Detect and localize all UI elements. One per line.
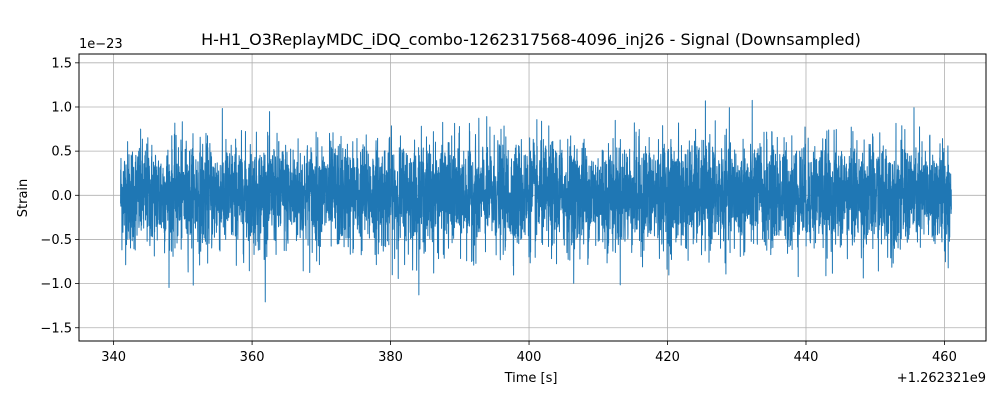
y-scale-text: 1e−23 — [79, 37, 123, 52]
chart-title: H-H1_O3ReplayMDC_iDQ_combo-1262317568-40… — [201, 30, 861, 50]
y-tick-label: −1.5 — [40, 321, 72, 336]
x-offset-text: +1.262321e9 — [897, 371, 986, 386]
y-tick-label: 0.0 — [51, 189, 72, 204]
plot-area: 340 360 380 400 420 440 460 −1.5 −1.0 −0.5 0.0 0.5… — [40, 53, 987, 365]
x-tick-label: 340 — [101, 350, 126, 365]
x-tick-label: 440 — [794, 350, 819, 365]
y-tick-label: 0.5 — [51, 145, 72, 160]
y-ticks: −1.5 −1.0 −0.5 0.0 0.5 1.0 1.5 — [40, 56, 79, 336]
x-tick-label: 400 — [517, 350, 542, 365]
y-axis-label: Strain — [16, 179, 31, 218]
x-ticks: 340 360 380 400 420 440 460 — [101, 341, 957, 365]
x-axis-label: Time [s] — [504, 371, 558, 386]
y-tick-label: 1.0 — [51, 100, 72, 115]
x-tick-label: 420 — [655, 350, 680, 365]
y-tick-label: 1.5 — [51, 56, 72, 71]
signal-line — [120, 99, 952, 303]
y-tick-label: −1.0 — [40, 277, 72, 292]
signal-series — [120, 99, 952, 303]
x-tick-label: 460 — [932, 350, 957, 365]
axes-frame — [78, 53, 987, 342]
y-tick-label: −0.5 — [40, 233, 72, 248]
x-tick-label: 360 — [240, 350, 265, 365]
x-tick-label: 380 — [378, 350, 403, 365]
